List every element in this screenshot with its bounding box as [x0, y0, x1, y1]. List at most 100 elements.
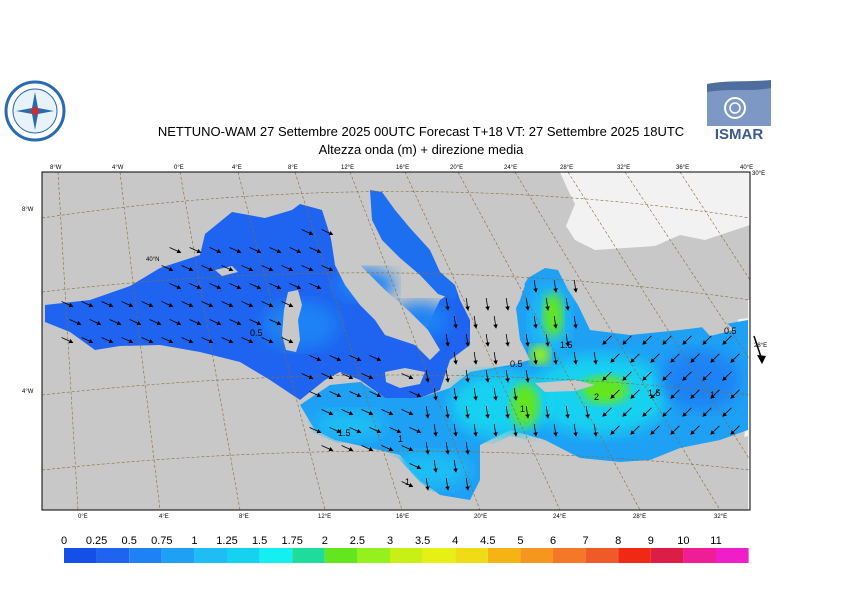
direction-arrowhead — [316, 429, 322, 434]
direction-arrowhead — [248, 303, 254, 308]
direction-arrowhead — [485, 306, 490, 311]
colorbar-swatch — [194, 548, 227, 563]
top-longitude-ticks: 8°W 4°W 0°E 4°E 8°E 12°E 16°E 20°E 24°E … — [50, 165, 753, 171]
direction-arrowhead — [408, 447, 414, 452]
direction-arrowhead — [573, 288, 578, 293]
direction-arrowhead — [196, 285, 202, 290]
direction-arrowhead — [710, 430, 715, 435]
direction-arrowhead — [473, 432, 478, 437]
tick-label: 28°E — [633, 514, 646, 520]
tick-label: 32°E — [617, 165, 630, 171]
direction-arrowhead — [513, 432, 518, 437]
direction-arrowhead — [525, 306, 530, 311]
direction-arrowhead — [493, 360, 498, 365]
direction-arrowhead — [465, 342, 470, 347]
direction-arrowhead — [682, 376, 687, 381]
direction-arrowhead — [168, 267, 174, 272]
colorbar-label: 4.5 — [480, 535, 495, 547]
direction-arrowhead — [128, 303, 134, 308]
direction-arrowhead — [730, 394, 735, 399]
colorbar-swatch — [553, 548, 586, 563]
direction-arrowhead — [662, 340, 667, 345]
direction-arrowhead — [348, 447, 354, 452]
direction-arrowhead — [593, 432, 598, 437]
tick-label: 32°E — [714, 514, 727, 520]
direction-arrowhead — [585, 414, 590, 419]
direction-arrowhead — [670, 394, 675, 399]
direction-arrowhead — [445, 414, 450, 419]
contour-label: 1 — [398, 434, 403, 444]
direction-arrowhead — [228, 303, 234, 308]
direction-arrowhead — [376, 429, 382, 434]
tick-label: 8°E — [288, 165, 298, 171]
direction-arrowhead — [88, 303, 94, 308]
contour-label: 1.5 — [648, 388, 661, 398]
direction-arrowhead — [545, 342, 550, 347]
tick-label: 4°E — [159, 514, 169, 520]
contour-label: 0.5 — [510, 359, 523, 369]
direction-arrowhead — [376, 357, 382, 362]
direction-arrowhead — [96, 321, 102, 326]
tick-label: 36°E — [676, 165, 689, 171]
direction-arrowhead — [208, 339, 214, 344]
direction-arrowhead — [602, 412, 607, 417]
direction-arrowhead — [565, 306, 570, 311]
direction-arrowhead — [148, 339, 154, 344]
direction-arrowhead — [425, 414, 430, 419]
direction-arrowhead — [268, 303, 274, 308]
edge-arrow — [753, 335, 766, 364]
direction-arrowhead — [485, 342, 490, 347]
tick-label: 28°E — [754, 343, 767, 349]
colorbar-legend: 0 0.25 0.5 0.75 1 1.25 1.5 1.75 2 2.5 3 3.5 4 4.5 5 6 7 8… — [61, 535, 749, 563]
direction-arrowhead — [88, 339, 94, 344]
direction-arrowhead — [650, 430, 655, 435]
direction-arrowhead — [670, 358, 675, 363]
cyprus — [700, 322, 735, 336]
direction-arrowhead — [710, 358, 715, 363]
direction-arrowhead — [396, 429, 402, 434]
direction-arrowhead — [433, 468, 438, 473]
direction-arrowhead — [545, 306, 550, 311]
direction-arrowhead — [565, 414, 570, 419]
direction-arrowhead — [248, 267, 254, 272]
direction-arrowhead — [108, 339, 114, 344]
direction-arrowhead — [116, 321, 122, 326]
direction-arrowhead — [533, 324, 538, 329]
direction-arrowhead — [276, 249, 282, 254]
tick-label: 8°W — [22, 207, 34, 213]
direction-arrowhead — [328, 231, 334, 236]
direction-arrowhead — [316, 285, 322, 290]
colorbar-swatch — [129, 548, 162, 563]
tick-label: 12°E — [318, 514, 331, 520]
ismar-logo: ISMAR — [707, 78, 771, 142]
direction-arrowhead — [216, 285, 222, 290]
direction-arrowhead — [525, 414, 530, 419]
direction-arrowhead — [236, 249, 242, 254]
crete — [535, 380, 595, 392]
direction-arrows — [61, 229, 740, 491]
direction-arrowhead — [408, 411, 414, 416]
colorbar-swatch — [618, 548, 651, 563]
direction-arrowhead — [76, 321, 82, 326]
direction-arrowhead — [136, 321, 142, 326]
direction-arrowhead — [722, 376, 727, 381]
colorbar-swatch — [455, 548, 488, 563]
colorbar-swatch — [683, 548, 716, 563]
meteo-emblem-logo — [4, 80, 66, 142]
direction-arrowhead — [553, 324, 558, 329]
direction-arrowhead — [690, 394, 695, 399]
direction-arrowhead — [208, 267, 214, 272]
tick-label: 30°E — [752, 171, 765, 177]
direction-arrowhead — [416, 393, 422, 398]
colorbar-label: 0.5 — [122, 535, 137, 547]
turkey — [575, 250, 748, 330]
colorbar-swatch — [650, 548, 684, 563]
direction-arrowhead — [388, 411, 394, 416]
direction-arrowhead — [453, 396, 458, 401]
direction-arrowhead — [690, 430, 695, 435]
direction-arrowhead — [525, 378, 530, 383]
direction-arrowhead — [376, 393, 382, 398]
tick-label: 28°E — [560, 165, 573, 171]
direction-arrowhead — [288, 267, 294, 272]
direction-arrowhead — [108, 303, 114, 308]
